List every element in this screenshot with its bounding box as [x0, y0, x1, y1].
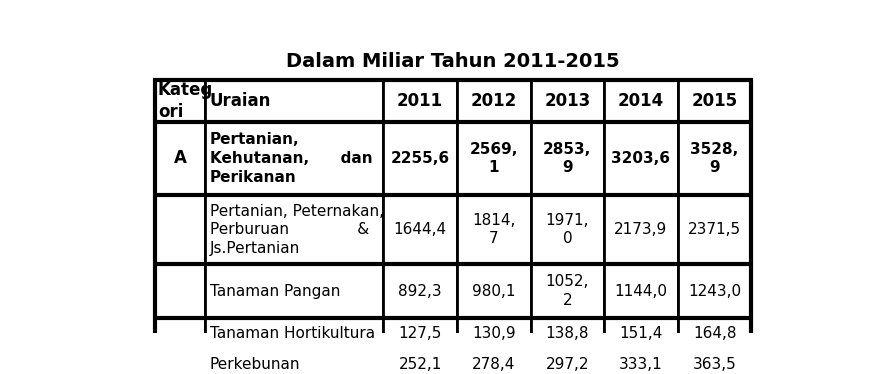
Text: 1814,
7: 1814, 7: [472, 213, 515, 246]
Text: Tanaman Pangan: Tanaman Pangan: [210, 284, 340, 299]
Bar: [155, 264, 205, 318]
Bar: [205, 122, 384, 195]
Bar: [604, 122, 678, 195]
Text: Tanaman Hortikultura: Tanaman Hortikultura: [210, 326, 375, 341]
Text: Pertanian, Peternakan,
Perburuan              &
Js.Pertanian: Pertanian, Peternakan, Perburuan & Js.Pe…: [210, 203, 384, 256]
Text: 2012: 2012: [470, 92, 517, 110]
Bar: [457, 318, 530, 349]
Text: 138,8: 138,8: [545, 326, 589, 341]
Bar: [530, 264, 604, 318]
Bar: [678, 264, 751, 318]
Text: 1644,4: 1644,4: [393, 222, 446, 237]
Text: 2011: 2011: [397, 92, 443, 110]
Bar: [384, 264, 457, 318]
Bar: [205, 318, 384, 349]
Text: 363,5: 363,5: [693, 357, 736, 372]
Bar: [457, 80, 530, 122]
Text: 278,4: 278,4: [472, 357, 515, 372]
Bar: [530, 318, 604, 349]
Bar: [457, 122, 530, 195]
Bar: [530, 195, 604, 264]
Bar: [457, 264, 530, 318]
Bar: [205, 264, 384, 318]
Text: 1052,
2: 1052, 2: [545, 275, 589, 308]
Bar: [604, 80, 678, 122]
Bar: [457, 349, 530, 374]
Text: 2255,6: 2255,6: [391, 151, 450, 166]
Text: 2569,
1: 2569, 1: [469, 142, 518, 175]
Bar: [678, 122, 751, 195]
Text: 892,3: 892,3: [399, 284, 442, 299]
Bar: [678, 80, 751, 122]
Bar: [604, 318, 678, 349]
Bar: [604, 264, 678, 318]
Text: Kateg
ori: Kateg ori: [157, 81, 213, 121]
Text: Dalam Miliar Tahun 2011-2015: Dalam Miliar Tahun 2011-2015: [286, 52, 620, 71]
Text: 2853,
9: 2853, 9: [544, 142, 591, 175]
Text: 333,1: 333,1: [619, 357, 663, 372]
Bar: [384, 195, 457, 264]
Text: 2014: 2014: [618, 92, 664, 110]
Text: Pertanian,
Kehutanan,      dan
Perikanan: Pertanian, Kehutanan, dan Perikanan: [210, 132, 372, 184]
Text: 2371,5: 2371,5: [688, 222, 741, 237]
Bar: [604, 195, 678, 264]
Text: 2015: 2015: [691, 92, 737, 110]
Bar: [384, 349, 457, 374]
Bar: [604, 349, 678, 374]
Bar: [384, 318, 457, 349]
Bar: [155, 80, 205, 122]
Text: 2173,9: 2173,9: [614, 222, 667, 237]
Text: 151,4: 151,4: [620, 326, 663, 341]
Text: 980,1: 980,1: [472, 284, 515, 299]
Text: 2013: 2013: [545, 92, 591, 110]
Bar: [205, 349, 384, 374]
Text: Uraian: Uraian: [210, 92, 271, 110]
Text: 164,8: 164,8: [693, 326, 736, 341]
Bar: [678, 318, 751, 349]
Text: Perkebunan: Perkebunan: [210, 357, 301, 372]
Bar: [205, 195, 384, 264]
Text: A: A: [173, 150, 187, 168]
Bar: [678, 195, 751, 264]
Bar: [155, 195, 205, 264]
Text: 130,9: 130,9: [472, 326, 515, 341]
Bar: [530, 80, 604, 122]
Text: 127,5: 127,5: [399, 326, 442, 341]
Text: 3528,
9: 3528, 9: [690, 142, 739, 175]
Bar: [155, 80, 751, 374]
Bar: [384, 80, 457, 122]
Bar: [155, 349, 205, 374]
Text: 297,2: 297,2: [545, 357, 589, 372]
Text: 252,1: 252,1: [399, 357, 442, 372]
Text: 3203,6: 3203,6: [612, 151, 670, 166]
Text: 1144,0: 1144,0: [614, 284, 667, 299]
Bar: [155, 318, 205, 349]
Bar: [384, 122, 457, 195]
Bar: [457, 195, 530, 264]
Bar: [155, 122, 205, 195]
Bar: [205, 80, 384, 122]
Bar: [530, 122, 604, 195]
Text: 1243,0: 1243,0: [688, 284, 741, 299]
Bar: [530, 349, 604, 374]
Text: 1971,
0: 1971, 0: [545, 213, 589, 246]
Bar: [678, 349, 751, 374]
